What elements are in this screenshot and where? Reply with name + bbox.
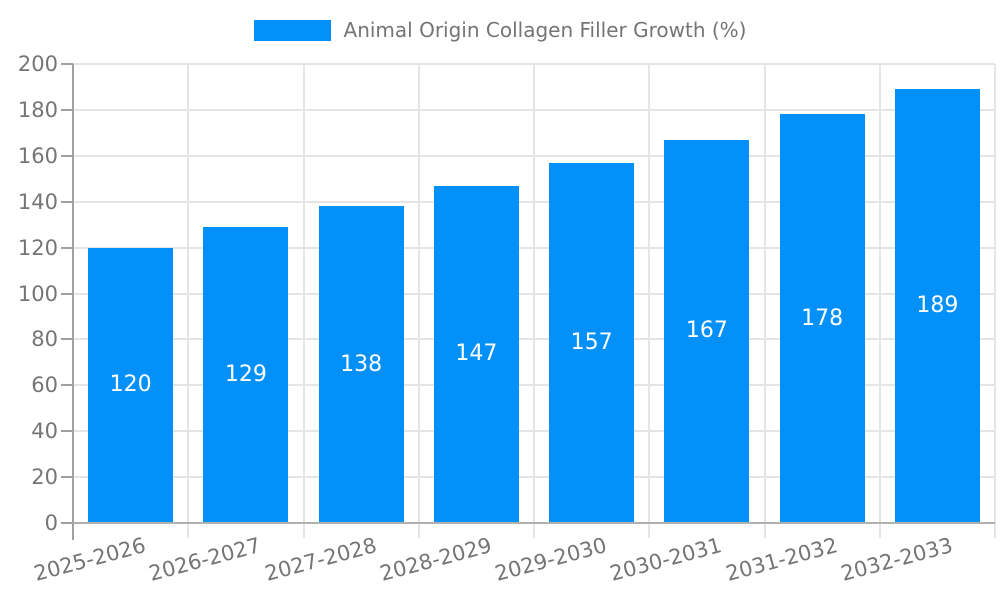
y-tick-label: 100 bbox=[17, 281, 58, 306]
y-tick-label: 140 bbox=[17, 189, 58, 214]
bar-value-label: 178 bbox=[801, 305, 844, 331]
y-tick-label: 200 bbox=[17, 52, 58, 76]
x-tick-label: 2026-2027 bbox=[146, 533, 264, 586]
y-axis-tick bbox=[61, 200, 73, 203]
y-axis-tick bbox=[61, 430, 73, 433]
legend[interactable]: Animal Origin Collagen Filler Growth (%) bbox=[0, 20, 1000, 41]
bar[interactable] bbox=[549, 162, 635, 522]
y-axis-tick bbox=[61, 338, 73, 341]
bar[interactable] bbox=[894, 89, 980, 522]
x-tick-label: 2025-2026 bbox=[31, 533, 149, 586]
bar[interactable] bbox=[664, 139, 750, 522]
x-tick-label: 2031-2032 bbox=[723, 533, 840, 586]
legend-swatch bbox=[253, 20, 331, 41]
bar-value-label: 157 bbox=[570, 329, 613, 355]
y-axis-tick bbox=[61, 108, 73, 111]
y-tick-label: 0 bbox=[44, 511, 58, 535]
bar[interactable] bbox=[88, 247, 174, 522]
x-tick-label: 2029-2030 bbox=[492, 533, 610, 586]
bar-value-label: 189 bbox=[916, 293, 959, 319]
y-axis-tick bbox=[61, 292, 73, 295]
bar[interactable] bbox=[779, 114, 865, 522]
gridline-vertical bbox=[763, 64, 766, 538]
y-axis-line bbox=[72, 64, 74, 540]
y-tick-label: 40 bbox=[31, 419, 58, 444]
y-axis-tick bbox=[61, 522, 73, 524]
y-axis-tick bbox=[61, 246, 73, 249]
gridline-vertical bbox=[302, 64, 305, 538]
gridline-vertical bbox=[417, 64, 420, 538]
y-axis-tick bbox=[61, 384, 73, 387]
gridline-vertical bbox=[533, 64, 535, 538]
y-axis-tick bbox=[61, 154, 73, 157]
x-tick-label: 2032-2033 bbox=[838, 533, 956, 586]
y-axis-tick bbox=[61, 63, 73, 65]
bar-value-label: 129 bbox=[224, 361, 267, 387]
y-tick-label: 60 bbox=[31, 373, 58, 398]
bar[interactable] bbox=[318, 206, 404, 522]
bar-value-label: 147 bbox=[455, 341, 498, 367]
bar-value-label: 167 bbox=[685, 318, 728, 344]
y-tick-label: 80 bbox=[31, 327, 58, 352]
gridline-vertical bbox=[878, 64, 881, 538]
gridline-vertical bbox=[994, 64, 996, 538]
legend-label: Animal Origin Collagen Filler Growth (%) bbox=[343, 18, 747, 42]
x-tick-label: 2028-2029 bbox=[377, 533, 495, 586]
x-tick-label: 2030-2031 bbox=[607, 533, 725, 586]
gridline-vertical bbox=[648, 64, 651, 538]
y-axis-tick bbox=[61, 476, 73, 479]
y-tick-label: 120 bbox=[17, 235, 58, 260]
bar[interactable] bbox=[203, 226, 289, 522]
y-tick-label: 180 bbox=[17, 97, 58, 122]
x-tick-label: 2027-2028 bbox=[262, 533, 379, 586]
gridline-vertical bbox=[187, 64, 190, 538]
bar-value-label: 138 bbox=[340, 351, 383, 377]
x-axis-line bbox=[73, 522, 995, 524]
y-tick-label: 20 bbox=[31, 465, 58, 490]
y-tick-label: 160 bbox=[17, 143, 58, 168]
bar-value-label: 120 bbox=[109, 372, 152, 398]
bar[interactable] bbox=[433, 185, 519, 522]
